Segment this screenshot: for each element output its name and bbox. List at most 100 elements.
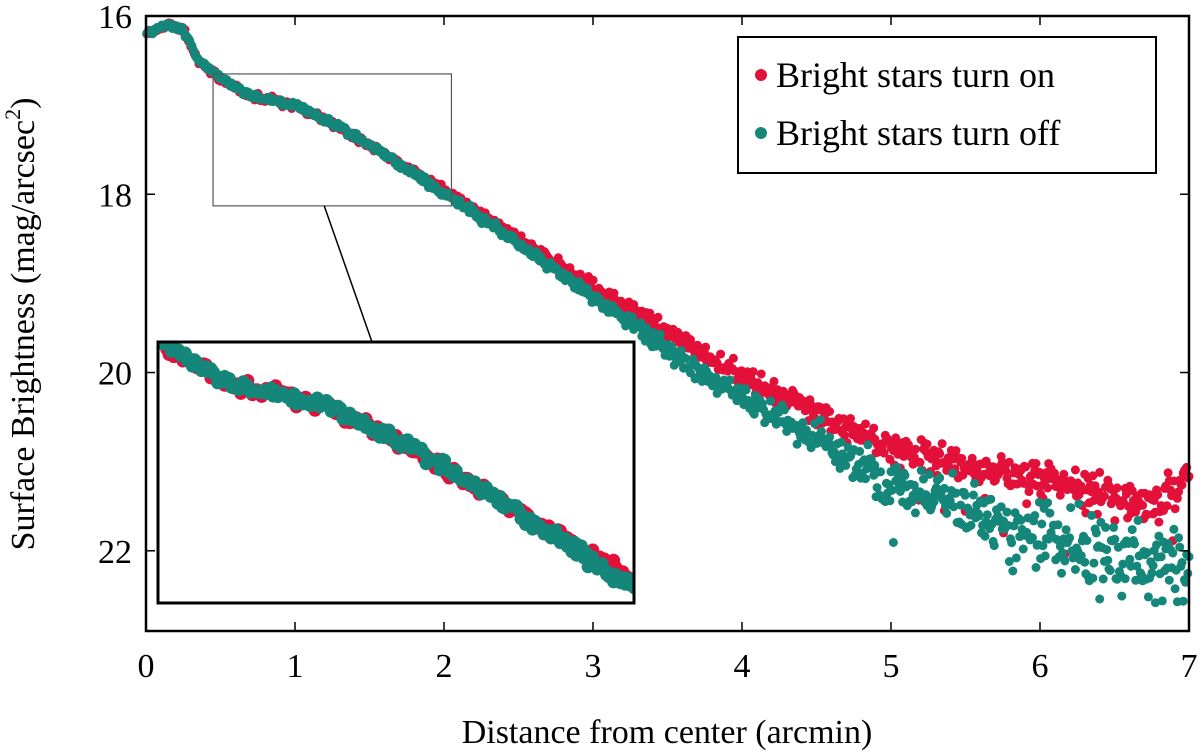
legend-label-off: Bright stars turn off xyxy=(776,113,1060,153)
data-point xyxy=(846,414,855,423)
data-point xyxy=(749,409,759,419)
data-point xyxy=(1058,548,1068,558)
data-point xyxy=(1099,491,1109,501)
data-point xyxy=(817,427,826,436)
data-point xyxy=(980,531,990,541)
inset-data-point xyxy=(635,590,648,603)
data-point xyxy=(1030,511,1040,520)
data-point xyxy=(1043,498,1053,508)
data-point xyxy=(1095,467,1105,477)
data-point xyxy=(1089,558,1099,568)
data-point xyxy=(725,375,735,385)
data-point xyxy=(957,454,967,463)
data-point xyxy=(1156,552,1166,562)
data-point xyxy=(915,457,925,467)
inset-data-point xyxy=(142,322,155,335)
data-point xyxy=(1088,471,1098,481)
inset-data-point xyxy=(137,318,150,331)
data-point xyxy=(1162,501,1172,511)
data-point xyxy=(1082,536,1092,545)
data-point xyxy=(1101,522,1110,532)
data-point xyxy=(716,349,726,359)
data-point xyxy=(1045,508,1055,518)
data-point xyxy=(1152,540,1161,550)
data-point xyxy=(1076,551,1086,561)
zoom-region-box xyxy=(212,73,453,207)
legend-marker-on xyxy=(755,69,767,81)
data-point xyxy=(869,423,879,433)
data-point xyxy=(1043,483,1053,493)
data-point xyxy=(948,468,957,478)
data-point xyxy=(748,367,758,377)
data-point xyxy=(825,432,835,442)
data-point xyxy=(766,396,775,406)
data-point xyxy=(974,511,984,521)
data-point xyxy=(1138,500,1148,510)
data-point xyxy=(1037,519,1047,529)
data-point xyxy=(1024,487,1034,497)
data-point xyxy=(935,449,945,459)
legend-box xyxy=(737,36,1157,174)
data-point xyxy=(1168,548,1178,558)
data-point xyxy=(1147,568,1157,578)
inset-data-point xyxy=(637,590,650,603)
inset-data-point xyxy=(137,322,150,335)
data-point xyxy=(769,376,779,386)
data-point xyxy=(1022,499,1032,509)
data-point xyxy=(779,405,789,415)
data-point xyxy=(1174,487,1184,497)
data-point xyxy=(1142,548,1152,558)
data-point xyxy=(892,462,902,472)
data-point xyxy=(887,485,897,495)
data-point xyxy=(728,353,738,363)
inset-data-point xyxy=(146,328,159,341)
data-point xyxy=(840,430,850,440)
data-point xyxy=(807,430,817,440)
data-point xyxy=(1163,468,1173,478)
legend-marker-off xyxy=(755,127,767,139)
data-point xyxy=(1102,545,1112,555)
data-point xyxy=(1148,561,1158,571)
data-point xyxy=(1120,574,1130,584)
data-point xyxy=(876,467,886,477)
data-point xyxy=(1153,490,1163,500)
inset-data-point xyxy=(640,577,653,590)
data-point xyxy=(931,483,941,493)
data-point xyxy=(929,497,939,507)
axis-ticks: 0 1 2 3 4 5 6 7 16 18 20 22 xyxy=(98,0,1198,685)
data-point xyxy=(910,508,920,518)
data-point xyxy=(1178,596,1188,606)
data-point xyxy=(1021,462,1030,472)
data-point xyxy=(855,446,865,456)
data-point xyxy=(1177,480,1187,490)
data-point xyxy=(994,468,1004,478)
data-point xyxy=(1143,592,1153,602)
data-point xyxy=(986,494,996,504)
data-point xyxy=(1038,541,1048,551)
data-point xyxy=(1133,515,1143,525)
data-point xyxy=(1001,466,1011,476)
data-point xyxy=(970,478,979,488)
data-point xyxy=(653,312,663,322)
data-point xyxy=(1157,596,1167,606)
data-point xyxy=(870,460,880,470)
data-point xyxy=(937,439,947,449)
data-point xyxy=(1087,510,1097,520)
data-point xyxy=(701,342,711,352)
data-point xyxy=(1118,559,1128,569)
data-point xyxy=(900,470,910,480)
data-point xyxy=(1177,558,1187,567)
y-axis-label-close: ) xyxy=(5,98,42,109)
data-point xyxy=(1040,551,1050,561)
data-point xyxy=(872,483,882,493)
y-tick-label: 22 xyxy=(98,534,132,571)
data-point xyxy=(951,446,961,456)
data-point xyxy=(1080,557,1090,567)
legend: Bright stars turn on Bright stars turn o… xyxy=(737,36,1157,174)
data-point xyxy=(1174,533,1184,543)
inset-data-point xyxy=(637,580,650,593)
data-point xyxy=(1055,490,1065,500)
data-point xyxy=(942,509,952,518)
data-point xyxy=(1110,516,1120,526)
data-point xyxy=(1008,566,1018,576)
